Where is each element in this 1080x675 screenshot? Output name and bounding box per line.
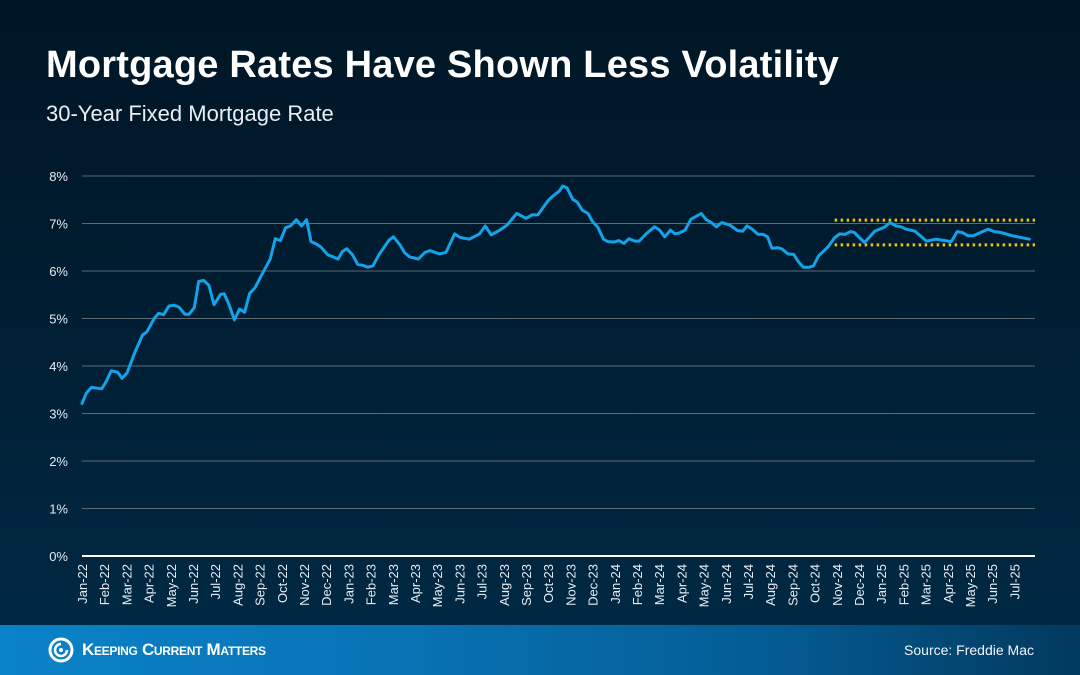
x-tick-label: Feb-24 [630, 564, 645, 605]
x-tick-label: Mar-24 [652, 564, 667, 605]
x-tick-label: Nov-22 [297, 564, 312, 606]
x-tick-label: Nov-23 [563, 564, 578, 606]
x-tick-label: Jul-22 [208, 564, 223, 599]
y-tick-label: 0% [49, 549, 68, 564]
line-chart: 0% 1% 2% 3% 4% 5% 6% 7% 8% Jan-22 Feb-22 Mar-22 Apr… [49, 169, 1035, 607]
x-tick-label: Jul-25 [1007, 564, 1022, 599]
y-tick-label: 5% [49, 312, 68, 327]
x-tick-label: Jun-23 [452, 564, 467, 604]
x-tick-label: May-23 [430, 564, 445, 607]
x-tick-label: Nov-24 [830, 564, 845, 606]
x-tick-label: Feb-23 [364, 564, 379, 605]
x-tick-label: Jun-22 [186, 564, 201, 604]
source-note: Source: Freddie Mac [904, 642, 1034, 658]
x-tick-label: May-25 [963, 564, 978, 607]
y-axis-ticks: 0% 1% 2% 3% 4% 5% 6% 7% 8% [49, 169, 68, 564]
x-tick-label: Aug-23 [497, 564, 512, 606]
x-tick-label: Oct-23 [541, 564, 556, 603]
x-tick-label: Apr-22 [142, 564, 157, 603]
x-tick-label: Aug-24 [763, 564, 778, 606]
y-tick-label: 3% [49, 407, 68, 422]
chart-subtitle: 30-Year Fixed Mortgage Rate [46, 101, 334, 126]
kcm-logo: Keeping Current Matters [48, 637, 266, 663]
x-tick-label: Jun-24 [719, 564, 734, 604]
x-tick-label: Mar-22 [119, 564, 134, 605]
x-tick-label: Aug-22 [230, 564, 245, 606]
x-tick-label: Oct-24 [808, 564, 823, 603]
x-tick-label: Sep-23 [519, 564, 534, 606]
y-tick-label: 8% [49, 169, 68, 184]
x-tick-label: Feb-22 [97, 564, 112, 605]
y-tick-label: 7% [49, 217, 68, 232]
x-tick-label: Sep-22 [253, 564, 268, 606]
brand-name: Keeping Current Matters [82, 640, 266, 659]
x-tick-label: May-22 [164, 564, 179, 607]
x-tick-label: Dec-22 [319, 564, 334, 606]
x-tick-label: Jan-25 [874, 564, 889, 604]
y-tick-label: 2% [49, 454, 68, 469]
x-tick-label: Apr-24 [674, 564, 689, 603]
footer: Keeping Current Matters Source: Freddie … [0, 625, 1080, 675]
x-tick-label: Oct-22 [275, 564, 290, 603]
series [80, 184, 1031, 405]
swirl-logo-icon [48, 637, 74, 663]
x-tick-label: Jul-23 [475, 564, 490, 599]
x-tick-label: Mar-25 [919, 564, 934, 605]
x-tick-label: Jul-24 [741, 564, 756, 599]
y-tick-label: 4% [49, 359, 68, 374]
x-tick-label: Feb-25 [896, 564, 911, 605]
x-axis-ticks: Jan-22 Feb-22 Mar-22 Apr-22 May-22 Jun-22 Jul-… [75, 564, 1022, 607]
grid-lines [82, 175, 1035, 557]
x-tick-label: Dec-23 [586, 564, 601, 606]
x-tick-label: Jan-24 [608, 564, 623, 604]
x-tick-label: May-24 [697, 564, 712, 607]
chart-title: Mortgage Rates Have Shown Less Volatilit… [46, 44, 840, 86]
y-tick-label: 1% [49, 502, 68, 517]
x-tick-label: Dec-24 [852, 564, 867, 606]
x-tick-label: Jan-23 [341, 564, 356, 604]
x-tick-label: Jun-25 [985, 564, 1000, 604]
x-tick-label: Jan-22 [75, 564, 90, 604]
x-tick-label: Apr-25 [941, 564, 956, 603]
x-tick-label: Apr-23 [408, 564, 423, 603]
x-tick-label: Sep-24 [785, 564, 800, 606]
rate-line [80, 184, 1031, 405]
y-tick-label: 6% [49, 264, 68, 279]
x-tick-label: Mar-23 [386, 564, 401, 605]
